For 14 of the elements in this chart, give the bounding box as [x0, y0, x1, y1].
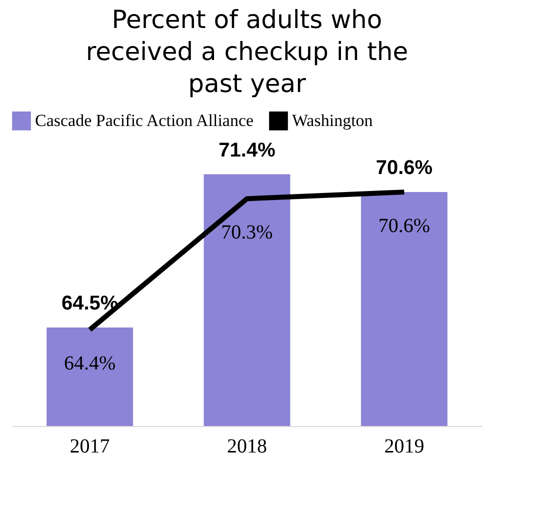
x-tick-label: 2017 — [70, 436, 110, 458]
text: Percent of adults who — [112, 5, 382, 34]
x-tick-label: 2018 — [227, 436, 267, 458]
data-label: 64.5% — [61, 292, 118, 314]
text: received a checkup in the — [86, 37, 408, 66]
legend-label: Cascade Pacific Action Alliance — [35, 110, 254, 130]
data-label: 70.3% — [221, 222, 273, 244]
data-label: 70.6% — [376, 157, 433, 180]
data-label: 71.4% — [218, 139, 276, 162]
data-label: 70.6% — [378, 215, 430, 238]
text: past year — [188, 69, 306, 98]
legend-label: Washington — [292, 110, 374, 130]
data-label: 64.4% — [64, 352, 116, 375]
x-tick-label: 2019 — [384, 436, 424, 458]
